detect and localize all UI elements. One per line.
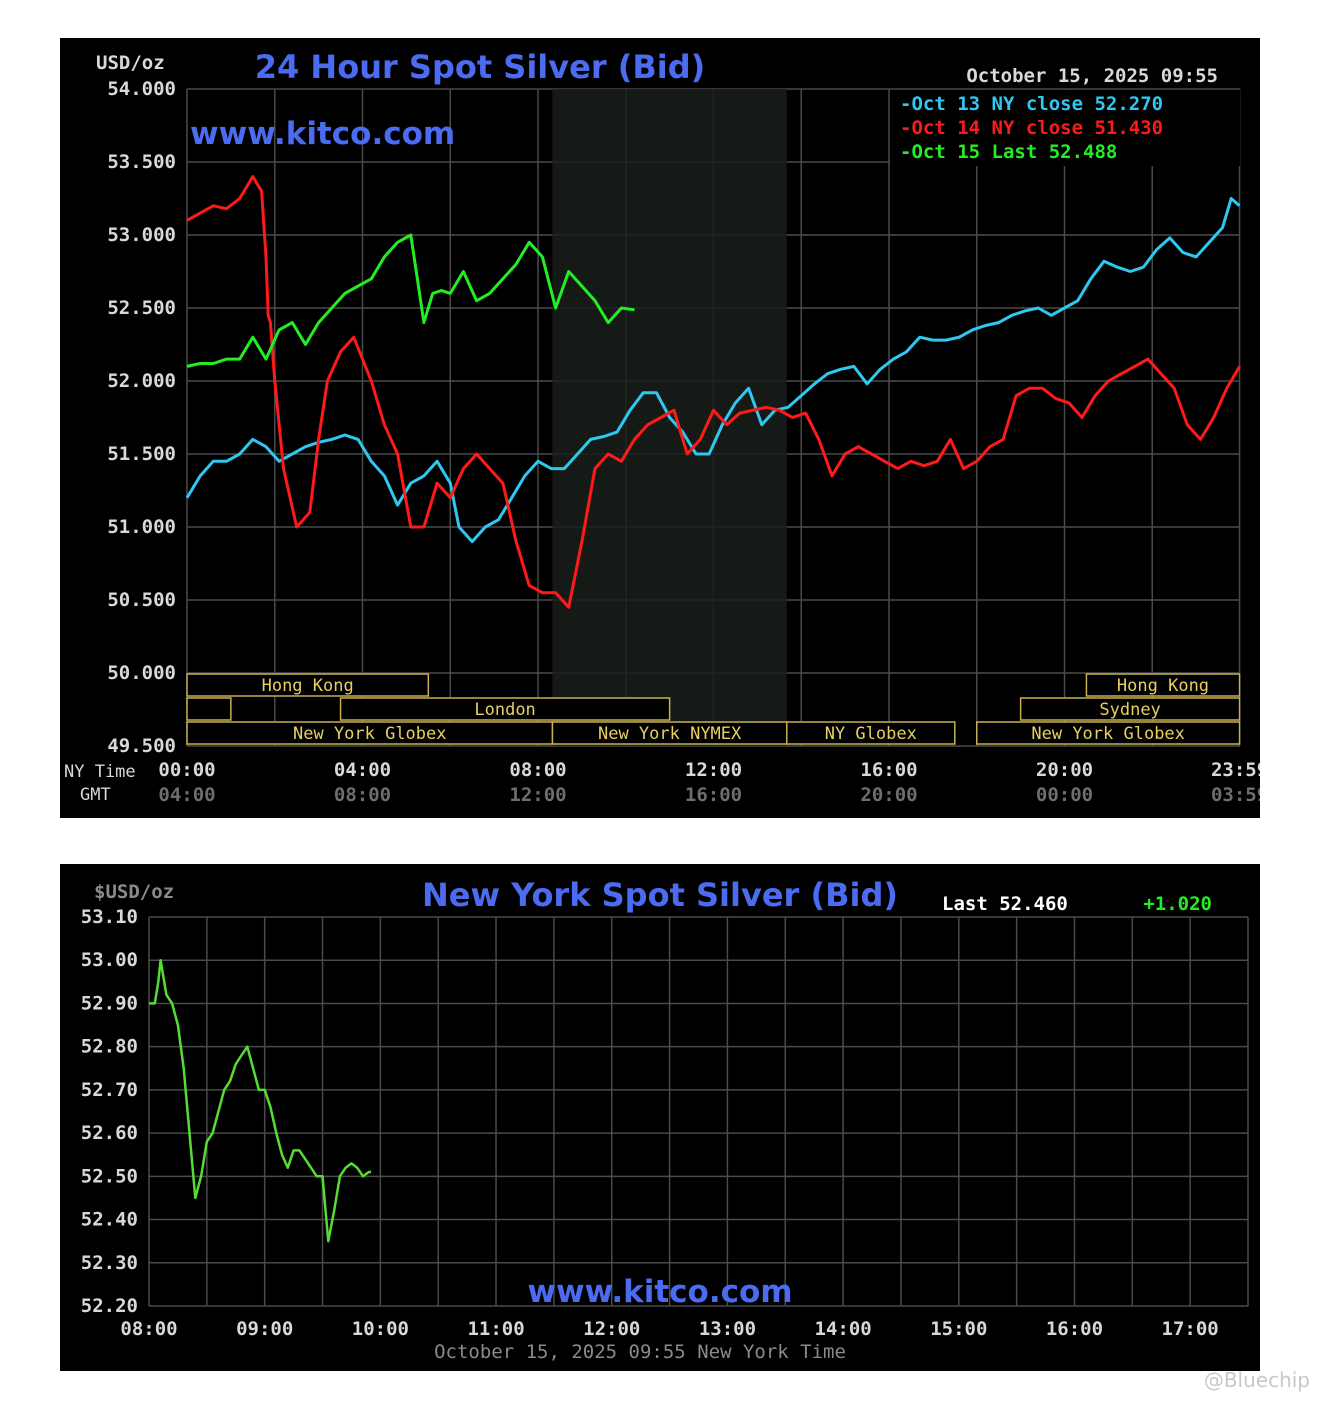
chart1-y-tick-label: 51.000 — [107, 516, 176, 538]
chart1-gmt-label: GMT — [80, 785, 111, 805]
chart1-y-tick-label: 53.500 — [107, 151, 176, 173]
chart2-x-tick-label: 11:00 — [467, 1318, 524, 1340]
chart1-x-tick-ny: 04:00 — [334, 759, 391, 781]
chart1-y-tick-label: 54.000 — [107, 78, 176, 100]
chart1-session-label: London — [474, 700, 535, 720]
chart1-y-tick-label: 52.000 — [107, 370, 176, 392]
chart2-x-tick-label: 10:00 — [352, 1318, 409, 1340]
chart1-x-tick-gmt: 12:00 — [509, 784, 566, 806]
chart2-y-tick-label: 53.10 — [81, 906, 138, 928]
chart1-session-box — [786, 721, 956, 745]
chart2-series-line — [149, 958, 372, 1243]
chart2-x-tick-label: 09:00 — [236, 1318, 293, 1340]
chart1-series-oct13-line — [185, 197, 1241, 544]
chart2-x-tick-label: 14:00 — [815, 1318, 872, 1340]
chart1-session-label: New York NYMEX — [598, 724, 742, 744]
chart2-x-tick-label: 13:00 — [699, 1318, 756, 1340]
chart1-session-box — [1085, 673, 1241, 697]
chart1-x-tick-gmt: 08:00 — [334, 784, 391, 806]
chart1-x-tick-gmt: 00:00 — [1036, 784, 1093, 806]
ny-spot-silver-chart: 53.10 53.00 52.90 52.80 52.70 52.60 52.50 52.40… — [60, 864, 1260, 1371]
chart1-x-tick-ny: 20:00 — [1036, 759, 1093, 781]
chart2-y-tick-label: 53.00 — [81, 949, 138, 971]
chart1-x-tick-ny: 00:00 — [158, 759, 215, 781]
chart2-x-tick-label: 15:00 — [930, 1318, 987, 1340]
chart1-ny-time-label: NY Time — [64, 762, 136, 782]
chart1-y-tick-label: 50.000 — [107, 662, 176, 684]
chart2-x-tick-label: 08:00 — [120, 1318, 177, 1340]
chart1-svg: 54.000 53.500 53.000 52.500 52.000 51.500 51.0… — [64, 48, 1260, 806]
chart2-x-tick-label: 17:00 — [1162, 1318, 1219, 1340]
chart1-x-tick-gmt: 16:00 — [685, 784, 742, 806]
chart1-session-box — [976, 721, 1241, 745]
chart1-x-tick-ny: 08:00 — [509, 759, 566, 781]
chart1-session-label: Sydney — [1099, 700, 1160, 720]
chart2-change: +1.020 — [1143, 893, 1212, 915]
chart1-y-tick-label: 51.500 — [107, 443, 176, 465]
chart1-session-label: New York Globex — [293, 724, 447, 744]
spot-silver-24h-chart: 54.000 53.500 53.000 52.500 52.000 51.500 51.0… — [60, 38, 1260, 818]
chart1-unit-label: USD/oz — [96, 52, 165, 74]
chart1-legend-item-oct15: -Oct 15 Last 52.488 — [900, 141, 1117, 163]
chart2-y-tick-label: 52.40 — [81, 1209, 138, 1231]
chart1-x-tick-gmt: 03:59 — [1211, 784, 1260, 806]
chart1-x-tick-ny: 12:00 — [685, 759, 742, 781]
chart2-unit-label: $USD/oz — [94, 881, 174, 903]
chart1-session-label: Hong Kong — [262, 676, 354, 696]
chart1-timestamp: October 15, 2025 09:55 — [966, 65, 1218, 87]
chart1-session-label: New York Globex — [1031, 724, 1185, 744]
chart2-y-tick-label: 52.20 — [81, 1295, 138, 1317]
chart1-legend-item-oct14: -Oct 14 NY close 51.430 — [900, 117, 1163, 139]
chart1-legend-item-oct13: -Oct 13 NY close 52.270 — [900, 93, 1163, 115]
chart1-legend-box — [890, 90, 1240, 166]
chart1-y-tick-label: 49.500 — [107, 735, 176, 757]
chart2-y-tick-label: 52.80 — [81, 1036, 138, 1058]
chart1-y-tick-label: 53.000 — [107, 224, 176, 246]
chart2-y-tick-label: 52.60 — [81, 1122, 138, 1144]
chart1-session-box — [186, 697, 232, 721]
chart1-x-tick-gmt: 20:00 — [860, 784, 917, 806]
chart2-y-tick-label: 52.30 — [81, 1252, 138, 1274]
chart1-session-label: NY Globex — [825, 724, 917, 744]
chart1-y-tick-label: 52.500 — [107, 297, 176, 319]
chart1-x-tick-gmt: 04:00 — [158, 784, 215, 806]
chart2-last-price: Last 52.460 — [942, 893, 1068, 915]
chart1-title: 24 Hour Spot Silver (Bid) — [255, 48, 706, 86]
chart1-y-tick-label: 50.500 — [107, 589, 176, 611]
chart2-x-tick-label: 16:00 — [1046, 1318, 1103, 1340]
chart1-watermark: www.kitco.com — [190, 116, 455, 152]
chart2-watermark: www.kitco.com — [527, 1274, 792, 1310]
chart1-x-tick-ny: 23:59 — [1211, 759, 1260, 781]
chart1-series-oct15-line — [186, 233, 635, 368]
chart1-session-box — [339, 697, 671, 721]
chart1-x-tick-ny: 16:00 — [860, 759, 917, 781]
chart2-y-tick-label: 52.90 — [81, 992, 138, 1014]
chart1-session-box — [1019, 697, 1241, 721]
chart2-svg: 53.10 53.00 52.90 52.80 52.70 52.60 52.50 52.40… — [81, 876, 1249, 1363]
chart1-session-label: Hong Kong — [1117, 676, 1209, 696]
chart2-y-tick-label: 52.50 — [81, 1165, 138, 1187]
chart1-session-box — [186, 673, 430, 697]
chart2-y-tick-label: 52.70 — [81, 1079, 138, 1101]
page-watermark: @Bluechip — [1203, 1368, 1310, 1392]
chart2-x-tick-label: 12:00 — [583, 1318, 640, 1340]
chart2-footer-timestamp: October 15, 2025 09:55 New York Time — [434, 1341, 846, 1363]
chart1-series-oct14-line — [186, 175, 1241, 609]
chart2-title: New York Spot Silver (Bid) — [422, 876, 898, 914]
